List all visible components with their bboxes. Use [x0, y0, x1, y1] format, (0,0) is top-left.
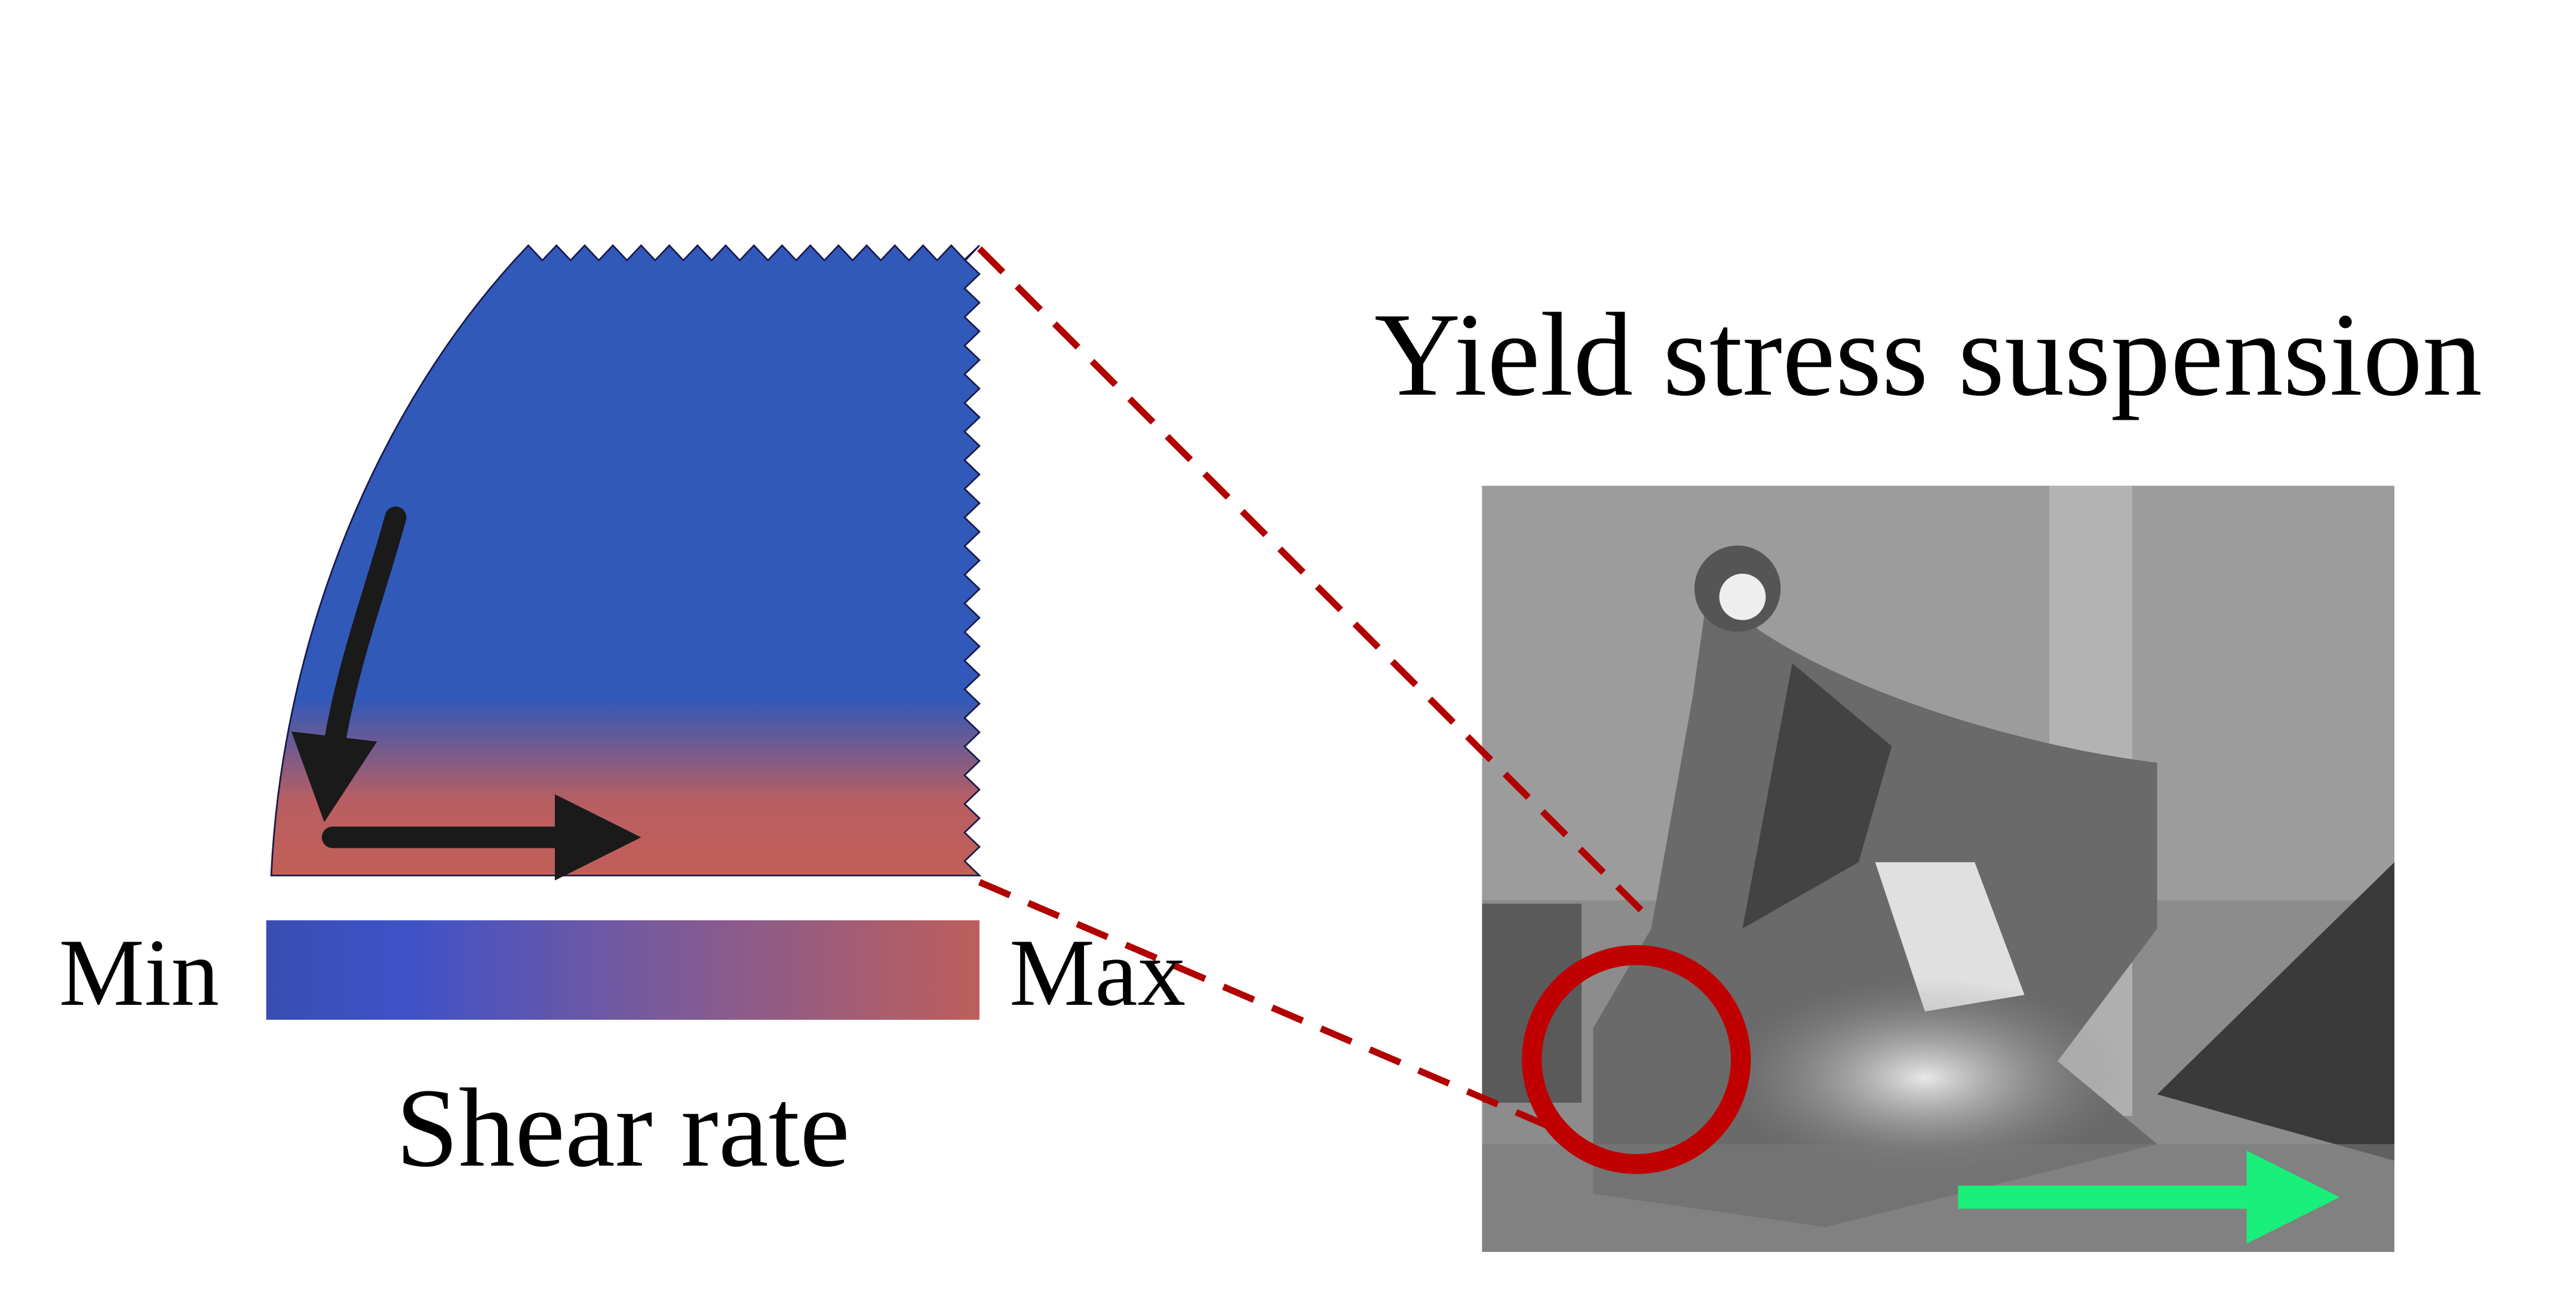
- photo: [1482, 485, 2394, 1252]
- colorbar-label: Shear rate: [396, 1065, 850, 1190]
- colorbar-min: Min: [59, 919, 220, 1026]
- flow-arrow: [291, 506, 407, 823]
- colorbar-max: Max: [1009, 919, 1186, 1026]
- zoom-circle: [1522, 945, 1751, 1174]
- colorbar: [266, 920, 980, 1020]
- shear-region: [270, 244, 982, 876]
- title: Yield stress suspension: [1374, 289, 2482, 421]
